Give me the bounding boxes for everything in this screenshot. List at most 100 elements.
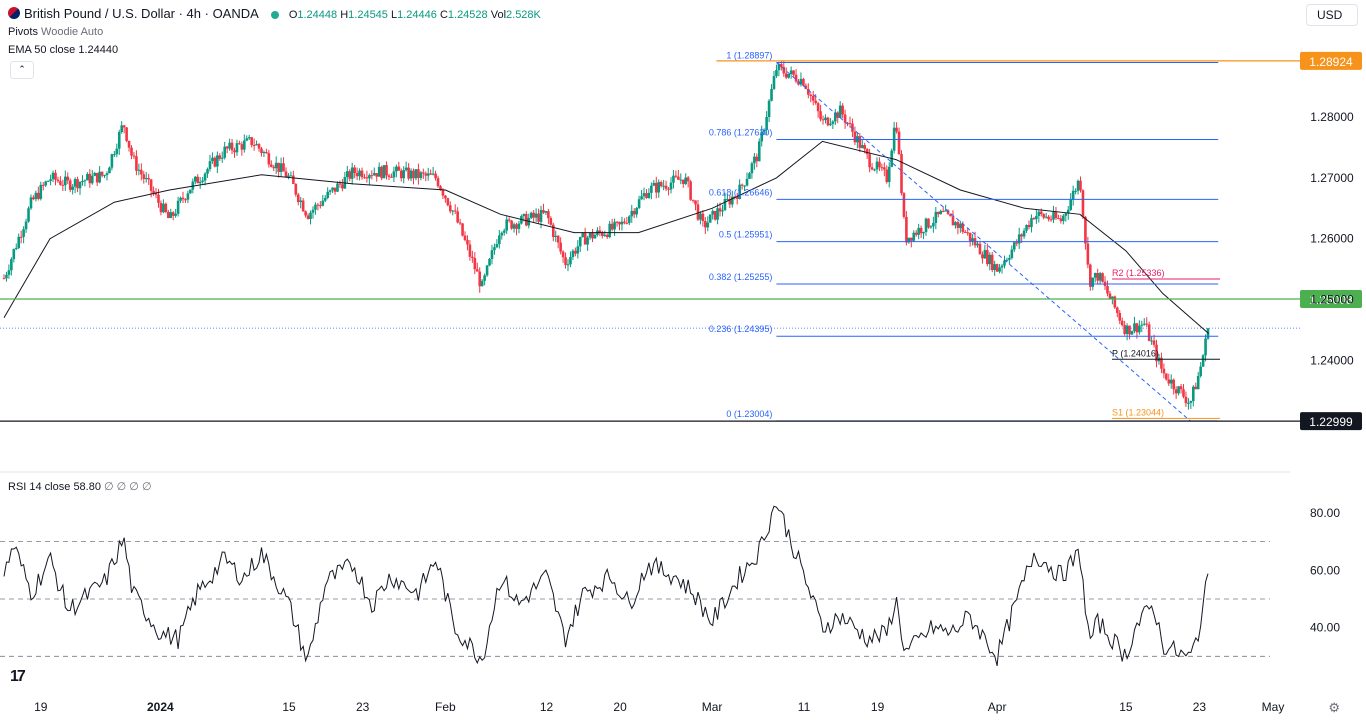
candle-body bbox=[228, 142, 231, 149]
candle-body bbox=[674, 175, 678, 177]
candle-body bbox=[90, 175, 94, 184]
candle-body bbox=[193, 176, 197, 182]
candle-body bbox=[799, 78, 803, 85]
candle-body bbox=[424, 173, 428, 176]
candle-body bbox=[917, 227, 920, 235]
candle-body bbox=[159, 202, 163, 213]
candle-body bbox=[1047, 216, 1050, 220]
candle-body bbox=[1093, 272, 1097, 278]
candle-body bbox=[591, 233, 594, 239]
price-tag-label: 1.22999 bbox=[1309, 415, 1353, 429]
candle-body bbox=[1037, 211, 1041, 216]
high-value: 1.24545 bbox=[348, 9, 388, 21]
candle-body bbox=[10, 259, 13, 271]
candle-body bbox=[169, 212, 173, 219]
time-axis-tick: 2024 bbox=[147, 700, 174, 714]
candle-body bbox=[466, 240, 469, 245]
candle-body bbox=[936, 211, 940, 215]
pivots-legend[interactable]: Pivots Woodie Auto bbox=[8, 26, 103, 38]
candle-body bbox=[1076, 180, 1080, 191]
candle-body bbox=[409, 170, 413, 179]
fib-level-label: 0.236 (1.24395) bbox=[709, 324, 773, 334]
candle-body bbox=[502, 230, 506, 233]
candle-body bbox=[333, 187, 337, 192]
candle-body bbox=[574, 250, 577, 254]
candle-body bbox=[865, 149, 869, 155]
candle-body bbox=[529, 212, 533, 218]
candle-body bbox=[480, 280, 484, 287]
candle-body bbox=[1039, 211, 1043, 215]
candle-body bbox=[152, 190, 155, 194]
rsi-pane[interactable] bbox=[0, 505, 1270, 667]
candle-body bbox=[1032, 218, 1036, 220]
candle-body bbox=[66, 176, 70, 181]
ema-legend[interactable]: EMA 50 close 1.24440 bbox=[8, 44, 118, 56]
candle-body bbox=[863, 145, 867, 150]
candle-body bbox=[718, 208, 722, 212]
candle-body bbox=[1123, 325, 1126, 335]
candle-body bbox=[1089, 264, 1092, 287]
time-axis-tick: 20 bbox=[613, 700, 627, 714]
candle-body bbox=[748, 173, 751, 179]
candle-body bbox=[439, 186, 442, 190]
candle-body bbox=[738, 184, 741, 199]
candle-body bbox=[809, 94, 813, 96]
candle-body bbox=[149, 179, 153, 191]
price-tag bbox=[1300, 412, 1362, 431]
candle-body bbox=[1135, 323, 1139, 333]
candle-body bbox=[613, 221, 616, 230]
symbol-title[interactable]: British Pound / U.S. Dollar · 4h · OANDA bbox=[24, 6, 259, 21]
candle-body bbox=[73, 179, 77, 187]
candle-body bbox=[605, 234, 609, 238]
candle-body bbox=[360, 170, 364, 178]
fib-level-label: 0.5 (1.25951) bbox=[719, 230, 773, 240]
candle-body bbox=[615, 221, 619, 223]
candle-body bbox=[233, 150, 236, 153]
currency-selector[interactable]: USD bbox=[1306, 4, 1358, 26]
tradingview-logo-icon[interactable]: 17 bbox=[10, 668, 26, 685]
candle-body bbox=[1057, 218, 1060, 220]
candle-body bbox=[566, 264, 570, 266]
candle-body bbox=[581, 233, 585, 237]
candle-body bbox=[407, 167, 410, 179]
candle-body bbox=[1165, 373, 1168, 380]
candle-body bbox=[41, 184, 45, 186]
symbol-legend[interactable]: British Pound / U.S. Dollar · 4h · OANDA… bbox=[8, 6, 541, 21]
candle-body bbox=[716, 208, 719, 220]
candle-body bbox=[696, 204, 700, 220]
candle-body bbox=[919, 227, 923, 234]
candle-body bbox=[274, 162, 278, 169]
candle-body bbox=[493, 247, 496, 251]
candle-body bbox=[475, 269, 479, 272]
candle-body bbox=[534, 213, 538, 218]
rsi-label: RSI 14 close bbox=[8, 481, 71, 493]
candle-body bbox=[650, 185, 653, 193]
candle-body bbox=[657, 182, 661, 193]
candle-body bbox=[1044, 216, 1048, 218]
candle-body bbox=[750, 163, 754, 174]
candle-body bbox=[1199, 366, 1202, 376]
candle-body bbox=[829, 123, 832, 126]
candle-body bbox=[255, 144, 258, 146]
candle-body bbox=[1196, 375, 1200, 390]
candle-body bbox=[269, 164, 273, 167]
candle-body bbox=[578, 236, 582, 247]
collapse-legend-button[interactable]: ⌃ bbox=[10, 61, 34, 79]
candle-body bbox=[537, 213, 540, 222]
candle-body bbox=[939, 210, 943, 215]
price-pane[interactable]: 1 (1.28897) 0.786 (1.27630) 0.618 (1.26646… bbox=[0, 51, 1300, 422]
candle-body bbox=[1125, 325, 1129, 335]
candle-body bbox=[397, 166, 401, 171]
candle-body bbox=[620, 221, 624, 225]
candle-body bbox=[645, 193, 648, 198]
candle-body bbox=[603, 234, 607, 236]
settings-icon[interactable]: ⚙ bbox=[1328, 700, 1340, 715]
rsi-legend[interactable]: RSI 14 close 58.80 ∅ ∅ ∅ ∅ bbox=[8, 480, 152, 493]
candle-body bbox=[1064, 213, 1068, 216]
candle-body bbox=[1003, 260, 1006, 266]
candle-body bbox=[426, 173, 430, 176]
candle-body bbox=[296, 194, 300, 203]
candle-body bbox=[1194, 386, 1198, 390]
candle-body bbox=[100, 171, 104, 176]
